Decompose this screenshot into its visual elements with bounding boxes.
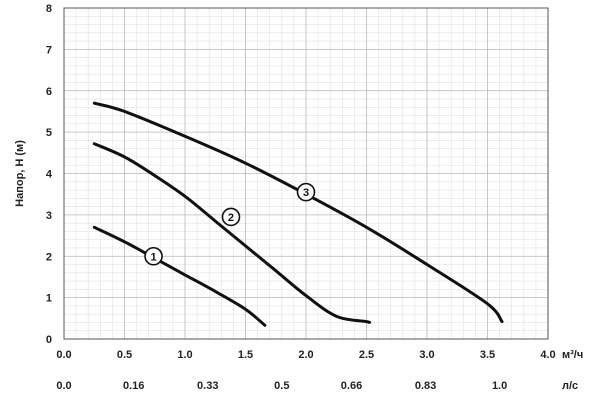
y-tick-label: 1 bbox=[46, 293, 52, 305]
x-tick-label: 1.5 bbox=[238, 349, 253, 361]
series-marker-3 bbox=[296, 182, 316, 202]
x2-tick-label: 0.83 bbox=[415, 380, 436, 392]
x-tick-label: 0.5 bbox=[117, 349, 132, 361]
major-gridlines bbox=[64, 8, 548, 339]
x-tick-label: 3.0 bbox=[419, 349, 434, 361]
y-tick-label: 4 bbox=[46, 169, 53, 181]
x2-tick-label: 0.33 bbox=[197, 380, 218, 392]
y-axis-label: Напор, H (м) bbox=[14, 140, 26, 207]
series-label-1: 1 bbox=[150, 251, 156, 263]
y-tick-label: 8 bbox=[46, 3, 52, 15]
series-line-1 bbox=[92, 225, 267, 327]
y-tick-label: 5 bbox=[46, 127, 52, 139]
y-tick-label: 2 bbox=[46, 251, 52, 263]
x-tick-label: 2.5 bbox=[359, 349, 374, 361]
x2-tick-label: 1.0 bbox=[492, 380, 507, 392]
series-markers: 1 2 3 bbox=[144, 182, 316, 266]
x2-tick-label: 0.0 bbox=[56, 380, 71, 392]
x-tick-label: 3.5 bbox=[480, 349, 495, 361]
y-tick-label: 7 bbox=[46, 44, 52, 56]
secondary-x-axis-unit: л/с bbox=[562, 380, 578, 392]
secondary-x-axis-ticks: 0.0 0.16 0.33 0.5 0.66 0.83 1.0 bbox=[56, 380, 507, 392]
x2-tick-label: 0.66 bbox=[341, 380, 362, 392]
y-tick-label: 3 bbox=[46, 210, 52, 222]
x-axis-ticks: 0.0 0.5 1.0 1.5 2.0 2.5 3.0 3.5 4.0 bbox=[56, 349, 555, 361]
x2-tick-label: 0.5 bbox=[274, 380, 289, 392]
series-marker-2 bbox=[221, 207, 241, 227]
series-label-3: 3 bbox=[303, 187, 309, 199]
y-tick-label: 0 bbox=[46, 334, 52, 346]
x-axis-unit: м³/ч bbox=[562, 349, 583, 361]
series-line-2 bbox=[92, 142, 372, 324]
x-tick-label: 0.0 bbox=[56, 349, 71, 361]
series-layer bbox=[92, 101, 504, 327]
series-label-2: 2 bbox=[228, 212, 234, 224]
plot-frame bbox=[63, 7, 549, 340]
series-marker-1 bbox=[144, 246, 163, 266]
y-axis-ticks: 0 1 2 3 4 5 6 7 8 bbox=[46, 3, 53, 346]
x-tick-label: 1.0 bbox=[177, 349, 192, 361]
x2-tick-label: 0.16 bbox=[123, 380, 144, 392]
x-tick-label: 4.0 bbox=[540, 349, 555, 361]
y-tick-label: 6 bbox=[46, 86, 52, 98]
x-tick-label: 2.0 bbox=[298, 349, 313, 361]
